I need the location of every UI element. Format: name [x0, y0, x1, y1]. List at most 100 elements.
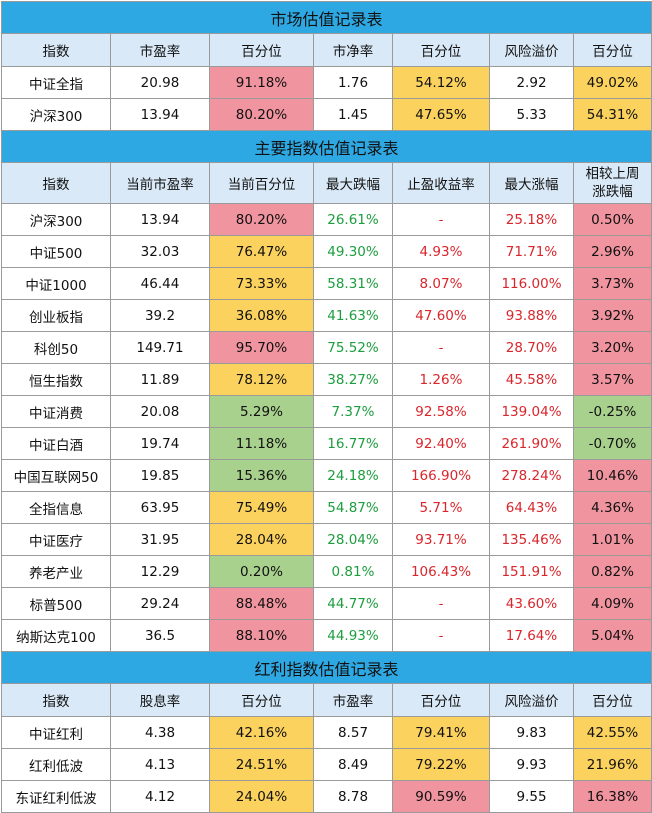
value-cell: 28.04% — [313, 523, 393, 556]
index-name-cell: 标普500 — [1, 587, 111, 620]
value-cell: 4.09% — [572, 587, 652, 620]
table-row: 沪深300 13.94 80.20% 26.61% -25.18% 0.50% — [1, 203, 652, 236]
value-cell: 16.38% — [572, 780, 652, 813]
value-cell: - — [392, 203, 490, 236]
index-name-cell: 全指信息 — [1, 491, 111, 524]
value-cell: 139.04% — [489, 395, 574, 428]
value-cell: 9.93 — [489, 748, 574, 781]
value-cell: 16.77% — [313, 427, 393, 460]
column-header: 指数 — [1, 33, 111, 67]
value-cell: 28.70% — [489, 331, 574, 364]
header-row: 指数 股息率 百分位 市盈率 百分位 风险溢价 百分位 — [1, 683, 652, 717]
value-cell: 54.12% — [392, 66, 490, 99]
value-cell: 36.08% — [209, 299, 314, 332]
value-cell: 90.59% — [392, 780, 490, 813]
value-cell: 75.52% — [313, 331, 393, 364]
value-cell: - — [392, 587, 490, 620]
value-cell: 3.73% — [572, 267, 652, 300]
value-cell: 49.02% — [572, 66, 652, 99]
value-cell: 11.89 — [110, 363, 210, 396]
value-cell: 20.08 — [110, 395, 210, 428]
table-row: 创业板指 39.2 36.08% 41.63% 47.60% 93.88% 3.92% — [1, 299, 652, 332]
value-cell: 24.04% — [209, 780, 314, 813]
column-header: 百分位 — [392, 683, 490, 717]
value-cell: 28.04% — [209, 523, 314, 556]
value-cell: 45.58% — [489, 363, 574, 396]
table-row: 中证消费 20.08 5.29% 7.37% 92.58% 139.04% -0.25% — [1, 395, 652, 428]
section-title: 市场估值记录表 — [0, 1, 652, 34]
index-name-cell: 中证消费 — [1, 395, 111, 428]
value-cell: 4.13 — [110, 748, 210, 781]
value-cell: 12.29 — [110, 555, 210, 588]
column-header: 百分位 — [572, 33, 652, 67]
column-header: 当前市盈率 — [110, 162, 210, 204]
value-cell: 39.2 — [110, 299, 210, 332]
value-cell: 261.90% — [489, 427, 574, 460]
column-header: 止盈收益率 — [392, 162, 490, 204]
value-cell: 88.48% — [209, 587, 314, 620]
value-cell: 32.03 — [110, 235, 210, 268]
value-cell: 92.40% — [392, 427, 490, 460]
value-cell: 4.38 — [110, 716, 210, 749]
value-cell: 5.71% — [392, 491, 490, 524]
value-cell: -0.25% — [572, 395, 652, 428]
value-cell: 5.29% — [209, 395, 314, 428]
table-row: 标普500 29.24 88.48% 44.77% -43.60% 4.09% — [1, 587, 652, 620]
column-header: 百分位 — [209, 683, 314, 717]
value-cell: 3.20% — [572, 331, 652, 364]
value-cell: 36.5 — [110, 619, 210, 652]
value-cell: 19.85 — [110, 459, 210, 492]
value-cell: 38.27% — [313, 363, 393, 396]
value-cell: 26.61% — [313, 203, 393, 236]
value-cell: 71.71% — [489, 235, 574, 268]
value-cell: 7.37% — [313, 395, 393, 428]
value-cell: - — [392, 331, 490, 364]
column-header: 百分位 — [209, 33, 314, 67]
column-header: 风险溢价 — [489, 683, 574, 717]
value-cell: 8.57 — [313, 716, 393, 749]
value-cell: 2.96% — [572, 235, 652, 268]
column-header: 股息率 — [110, 683, 210, 717]
index-name-cell: 中国互联网50 — [1, 459, 111, 492]
value-cell: 135.46% — [489, 523, 574, 556]
value-cell: 116.00% — [489, 267, 574, 300]
index-name-cell: 中证500 — [1, 235, 111, 268]
value-cell: 93.71% — [392, 523, 490, 556]
value-cell: 49.30% — [313, 235, 393, 268]
value-cell: 44.77% — [313, 587, 393, 620]
value-cell: 151.91% — [489, 555, 574, 588]
value-cell: 166.90% — [392, 459, 490, 492]
value-cell: 5.33 — [489, 98, 574, 131]
index-name-cell: 科创50 — [1, 331, 111, 364]
header-row: 指数 当前市盈率 当前百分位 最大跌幅 止盈收益率 最大涨幅 相较上周涨跌幅 — [1, 162, 652, 204]
value-cell: 11.18% — [209, 427, 314, 460]
dividend-section-title-row: 红利指数估值记录表 — [0, 651, 652, 684]
value-cell: 4.12 — [110, 780, 210, 813]
column-header: 相较上周涨跌幅 — [572, 162, 652, 204]
value-cell: 0.50% — [572, 203, 652, 236]
value-cell: - — [392, 619, 490, 652]
value-cell: 79.41% — [392, 716, 490, 749]
value-cell: 1.26% — [392, 363, 490, 396]
value-cell: 10.46% — [572, 459, 652, 492]
index-name-cell: 沪深300 — [1, 98, 111, 131]
value-cell: 8.49 — [313, 748, 393, 781]
table-row: 养老产业 12.29 0.20% 0.81% 106.43% 151.91% 0.82% — [1, 555, 652, 588]
value-cell: 21.96% — [572, 748, 652, 781]
index-name-cell: 东证红利低波 — [1, 780, 111, 813]
value-cell: 0.81% — [313, 555, 393, 588]
value-cell: 63.95 — [110, 491, 210, 524]
value-cell: 9.55 — [489, 780, 574, 813]
column-header: 最大涨幅 — [489, 162, 574, 204]
section-title: 主要指数估值记录表 — [0, 130, 652, 163]
market-section-title-row: 市场估值记录表 — [0, 1, 652, 34]
value-cell: 106.43% — [392, 555, 490, 588]
value-cell: 25.18% — [489, 203, 574, 236]
table-row: 全指信息 63.95 75.49% 54.87% 5.71% 64.43% 4.36% — [1, 491, 652, 524]
value-cell: 4.93% — [392, 235, 490, 268]
value-cell: 80.20% — [209, 203, 314, 236]
value-cell: 93.88% — [489, 299, 574, 332]
column-header: 百分位 — [572, 683, 652, 717]
index-name-cell: 恒生指数 — [1, 363, 111, 396]
